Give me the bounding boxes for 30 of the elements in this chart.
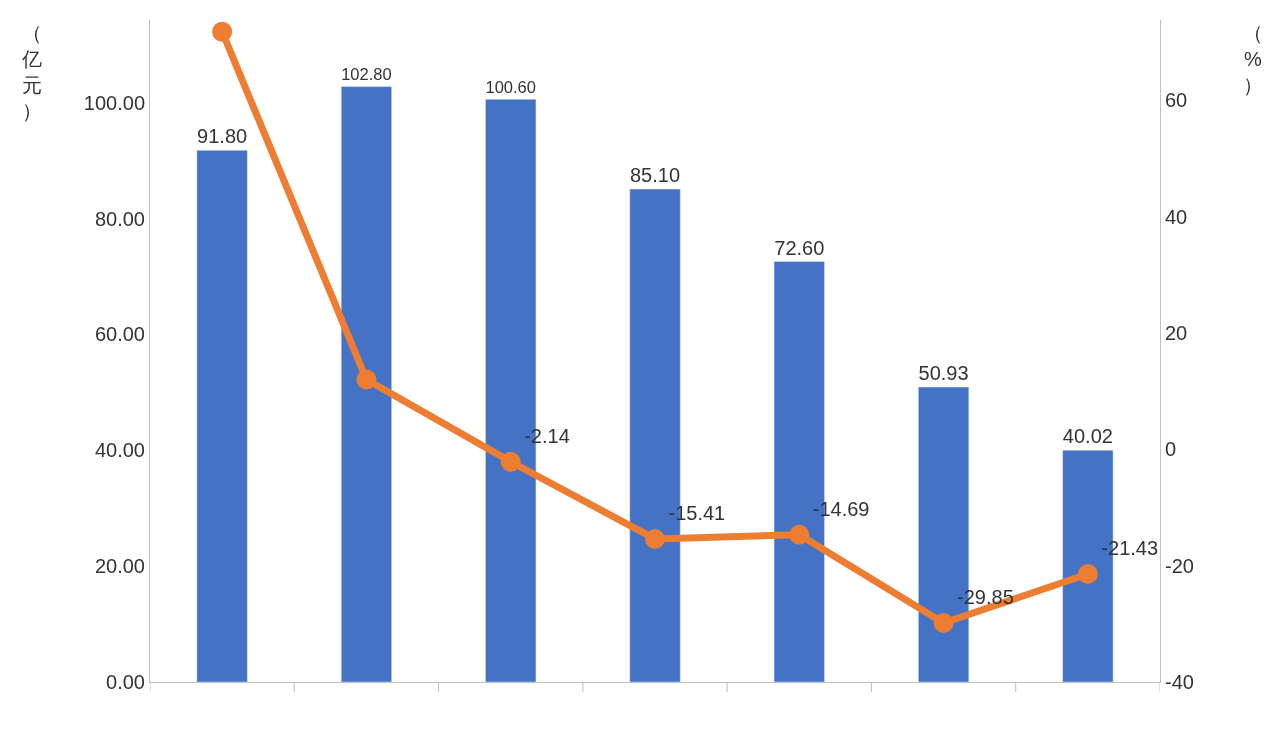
data-label: 102.80 [341,65,392,84]
point [212,21,233,42]
data-label: 91.80 [197,125,248,148]
y2-tick-label: -20 [1165,554,1194,577]
bar [196,150,248,682]
data-label: 100.60 [485,78,536,97]
data-label: 40.02 [1062,425,1113,448]
y-tick-label: 20.00 [94,555,145,578]
y2-tick-label: -40 [1165,671,1194,693]
y-tick-label: 40.00 [94,439,145,462]
data-label: 85.10 [629,164,681,187]
y-tick-label: 100.00 [83,91,145,114]
point [645,528,665,549]
data-label: 72.60 [774,236,825,259]
point [500,451,521,472]
y2-tick-label: 40 [1165,205,1188,228]
y2-tick-label: 20 [1165,321,1188,344]
y-tick-label: 60.00 [94,323,145,346]
y-tick-label: 80.00 [94,207,145,230]
y2-axis-title: （%） [1243,22,1263,96]
y-axis-title: （亿元） [21,22,42,122]
point [789,524,810,545]
data-label: 50.93 [918,362,969,385]
point [933,612,954,633]
y-tick-label: 0.00 [106,671,145,693]
y2-tick-label: 0 [1165,438,1177,461]
y2-tick-label: 60 [1165,89,1188,112]
point [1077,563,1098,584]
bar [340,86,392,682]
point [356,369,377,390]
